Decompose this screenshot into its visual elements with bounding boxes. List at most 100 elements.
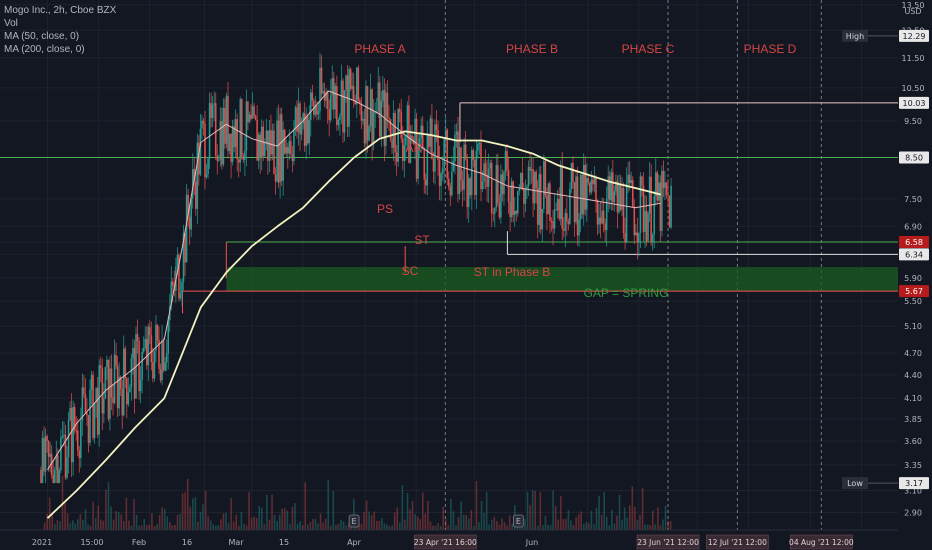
candle-body (469, 178, 472, 195)
candle-body (598, 217, 600, 225)
time-highlight-text: 12 Jul '21 12:00 (708, 538, 767, 547)
candle-body (535, 171, 537, 188)
candle-body (553, 209, 556, 229)
volume-bar (317, 523, 319, 530)
candle-body (366, 86, 369, 141)
price-badge-value: 12.29 (903, 32, 926, 41)
volume-bar (605, 516, 608, 530)
candle-body (429, 118, 432, 147)
candle-body (349, 69, 352, 89)
candle-body (170, 281, 173, 307)
candle-body (624, 233, 626, 243)
candle-body (179, 293, 182, 299)
candle-body (101, 368, 104, 414)
candle-body (311, 92, 314, 101)
candle-body (641, 176, 643, 186)
price-badge-box (899, 29, 929, 42)
candle-body (225, 95, 228, 144)
volume-bar (552, 490, 554, 530)
event-label-sc: SC (402, 264, 419, 278)
time-highlight-box (706, 534, 769, 550)
candle-body (230, 133, 232, 162)
candle-body (444, 129, 447, 140)
volume-bar (87, 524, 89, 530)
candle-body (472, 150, 475, 160)
price-tick-label: 3.60 (904, 437, 922, 446)
volume-bar (289, 524, 291, 530)
volume-bar (192, 498, 194, 530)
symbol-title[interactable]: Mogo Inc., 2h, Cboe BZX (4, 5, 117, 16)
volume-bar (327, 479, 330, 530)
candle-body (355, 67, 358, 105)
indicator-ma200[interactable]: MA (200, close, 0) (4, 44, 85, 55)
volume-bar (107, 482, 110, 530)
volume-bar (212, 524, 215, 530)
candle-body (636, 232, 639, 243)
candle-body (368, 126, 370, 141)
price-badge-tag (842, 477, 868, 490)
candle-body (176, 254, 179, 267)
volume-bar (634, 506, 636, 530)
candle-body (251, 106, 254, 119)
candle-body (423, 148, 426, 180)
volume-bar (600, 514, 603, 530)
candle-body (259, 134, 261, 159)
candle-body (118, 376, 120, 409)
candle-body (95, 387, 97, 403)
price-badge-value: 6.58 (905, 238, 923, 247)
volume-bar (100, 519, 102, 530)
candle-body (547, 183, 550, 215)
candle-body (389, 118, 392, 140)
price-badge: 10.03 (899, 96, 929, 109)
candle-body (424, 179, 427, 186)
indicator-volume[interactable]: Vol (4, 18, 18, 29)
volume-bar (238, 525, 240, 530)
candle-body (523, 187, 525, 204)
candle-body (156, 324, 159, 341)
volume-bar (375, 520, 378, 530)
candle-body (495, 165, 498, 208)
candle-body (648, 176, 651, 214)
candle-body (414, 118, 416, 144)
earnings-marker-box (512, 514, 524, 528)
volume-bar (176, 514, 179, 530)
candle-body (242, 156, 245, 160)
volume-bar (559, 495, 562, 530)
event-label-st-in-phase-b: ST in Phase B (474, 265, 551, 279)
price-badge-value: 10.03 (903, 99, 926, 108)
time-tick-label: Feb (132, 538, 146, 547)
earnings-marker-box (348, 514, 360, 528)
candle-body (299, 103, 301, 135)
candle-body (253, 106, 255, 116)
candle-body (434, 124, 436, 172)
candle-body (375, 111, 378, 113)
volume-bar (444, 519, 447, 530)
candle-body (590, 179, 593, 193)
volume-bar (125, 497, 128, 530)
candle-body (172, 281, 174, 286)
volume-bar (102, 520, 105, 530)
volume-bar (140, 525, 143, 530)
volume-bar (227, 522, 230, 530)
volume-bar (388, 525, 391, 530)
volume-bar (77, 519, 79, 530)
candle-body (615, 181, 617, 192)
candle-body (457, 131, 459, 195)
volume-bar (396, 507, 399, 530)
candle-body (561, 166, 564, 229)
price-tick-label: 5.90 (904, 274, 922, 283)
phase-label-3: PHASE C (622, 42, 675, 56)
candle-body (570, 162, 573, 189)
candle-body (449, 186, 452, 196)
candle-body (150, 335, 153, 363)
candle-body (642, 185, 645, 232)
candle-body (371, 89, 373, 145)
phase-label-2: PHASE B (506, 42, 558, 56)
price-badge-box (899, 96, 929, 109)
candle-body (443, 139, 445, 169)
price-tick-label: 4.10 (904, 394, 922, 403)
chart-legend: Mogo Inc., 2h, Cboe BZX Vol MA (50, clos… (4, 4, 116, 56)
indicator-ma50[interactable]: MA (50, close, 0) (4, 31, 80, 42)
price-tick-label: 3.10 (904, 486, 922, 495)
